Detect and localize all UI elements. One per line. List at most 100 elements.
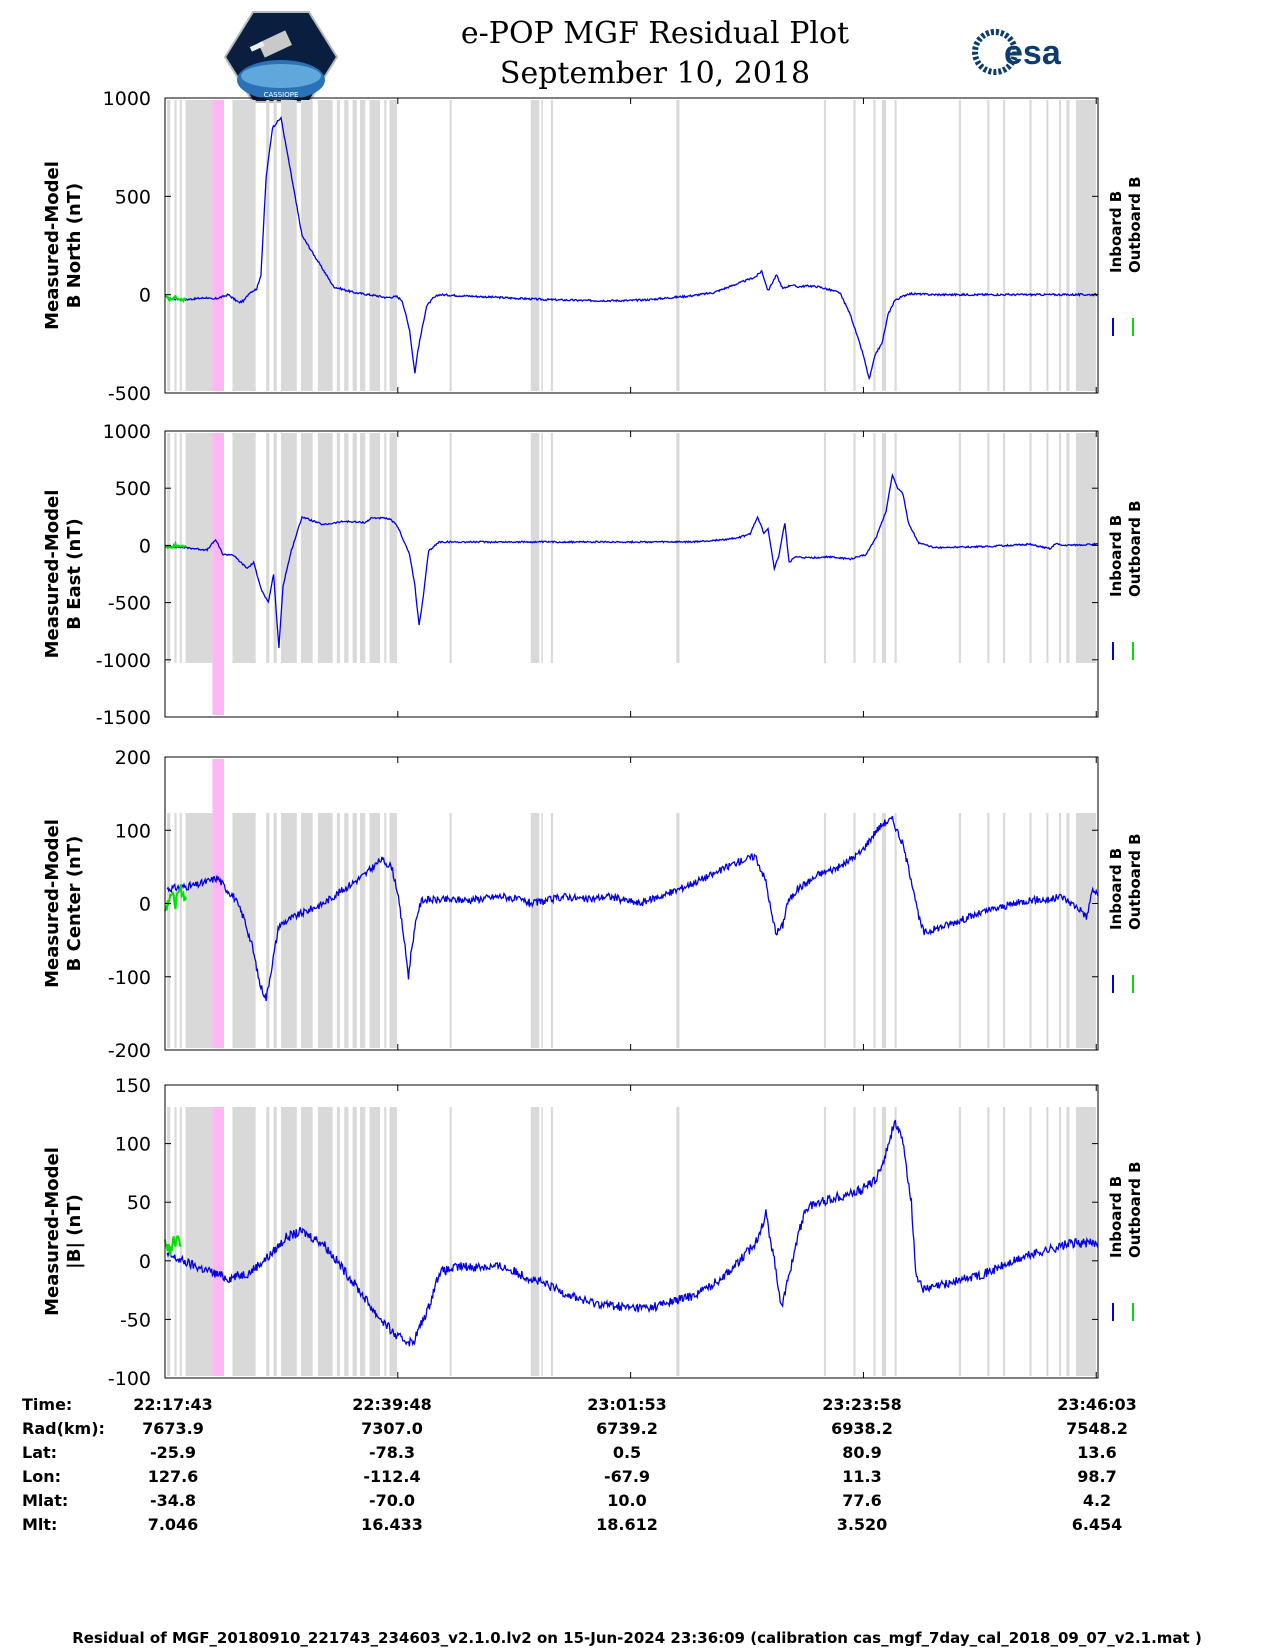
data-gap-band [1075,813,1096,1048]
data-gap-band [894,1107,897,1376]
y-tick-label: -500 [108,593,151,615]
data-gap-band [676,100,680,391]
table-cell: 80.9 [842,1443,881,1462]
y-axis-label-line: B Center (nT) [64,836,85,972]
data-gap-band [336,1107,341,1376]
axes-box [164,1084,1099,1379]
series-line-inboard [166,1119,1099,1347]
chart-subtitle: September 10, 2018 [500,56,810,91]
data-gap-band [369,433,381,663]
legend-label-inboard: Inboard B [1107,848,1125,930]
table-cell: 77.6 [842,1491,881,1510]
table-cell: -67.9 [604,1467,650,1486]
legend-label-outboard: Outboard B [1126,1161,1144,1258]
data-gap-band [384,813,387,1048]
y-axis-label: Measured-ModelB East (nT) [42,490,85,659]
data-gap-band [232,813,256,1048]
y-axis-label-line: Measured-Model [42,490,63,659]
y-tick-label: -200 [108,1040,151,1062]
data-gap-band [449,813,452,1048]
cassiope-logo: CASSIOPE [223,11,339,103]
y-axis-label-line: B East (nT) [64,518,85,630]
data-gap-band [232,1107,256,1376]
data-gap-band [266,433,270,663]
data-gap-band [676,433,680,663]
y-axis-label-line: Measured-Model [42,819,63,988]
series-line-outboard [164,540,187,550]
data-gap-band [273,433,277,663]
data-gap-band [1058,813,1062,1048]
y-tick-label: -500 [108,383,151,405]
table-cell: 23:01:53 [587,1395,667,1414]
legend-label-outboard: Outboard B [1126,833,1144,930]
data-gap-band [174,813,177,1048]
series-line-outboard [164,1235,182,1257]
data-gap-band [317,813,333,1048]
data-gap-band [344,100,349,391]
data-gap-band [676,1107,680,1376]
event-band [212,433,225,715]
y-tick-label: 1000 [103,88,151,110]
data-gap-band [550,813,553,1048]
data-gap-band [266,1107,270,1376]
data-gap-band [823,100,827,391]
data-gap-band [1066,1107,1070,1376]
data-gap-band [676,813,680,1048]
table-row-label: Time: [22,1395,72,1414]
data-gap-band [280,813,297,1048]
data-gap-band [280,433,297,663]
legend-label-inboard: Inboard B [1107,1176,1125,1258]
data-gap-band [853,100,856,391]
data-gap-band [384,433,387,663]
data-gap-band [360,100,366,391]
data-gap-band [530,100,540,391]
table-cell: 10.0 [607,1491,646,1510]
data-gap-band [232,100,256,391]
data-gap-band [1075,100,1096,391]
data-gap-band [958,100,961,391]
data-gap-band [266,813,270,1048]
data-gap-band [1058,100,1062,391]
data-gap-band [344,1107,349,1376]
event-band [212,759,225,1048]
series-line-inboard [166,815,1099,1002]
data-gap-band [266,100,270,391]
table-cell: -78.3 [369,1443,415,1462]
data-gap-band [300,1107,313,1376]
data-gap-band [987,1107,990,1376]
y-axis-label: Measured-ModelB Center (nT) [42,819,85,988]
table-cell: 22:17:43 [133,1395,213,1414]
axes-box [164,430,1099,718]
data-gap-band [1046,1107,1049,1376]
y-tick-label: 500 [115,186,151,208]
table-cell: 6.454 [1072,1515,1123,1534]
y-tick-label: 1000 [103,421,151,443]
y-axis-label-line: Measured-Model [42,161,63,330]
esa-logo: esa [972,29,1062,75]
data-gap-band [280,100,297,391]
table-cell: 6938.2 [831,1419,893,1438]
event-band [212,100,225,391]
data-gap-band [344,813,349,1048]
data-gap-band [384,1107,387,1376]
data-gap-band [300,100,313,391]
data-gap-band [185,1107,213,1376]
data-gap-band [530,1107,540,1376]
data-gap-bands [167,100,1096,391]
data-gap-band [987,433,990,663]
chart-title: e-POP MGF Residual Plot [461,16,849,51]
data-gap-band [1003,1107,1006,1376]
panel-4: -100 -50 0 50 100 150 Measured-Model|B| (nT) In… [42,1075,1144,1390]
data-gap-band [1029,813,1032,1048]
table-cell: 22:39:48 [352,1395,432,1414]
data-gap-band [823,1107,827,1376]
data-gap-band [179,1107,182,1376]
data-gap-band [1066,813,1070,1048]
data-gap-band [550,433,553,663]
table-cell: -70.0 [369,1491,415,1510]
data-gap-band [853,813,856,1048]
y-tick-label: 50 [127,1192,151,1214]
axes-box [164,97,1099,394]
data-gap-band [1003,813,1006,1048]
